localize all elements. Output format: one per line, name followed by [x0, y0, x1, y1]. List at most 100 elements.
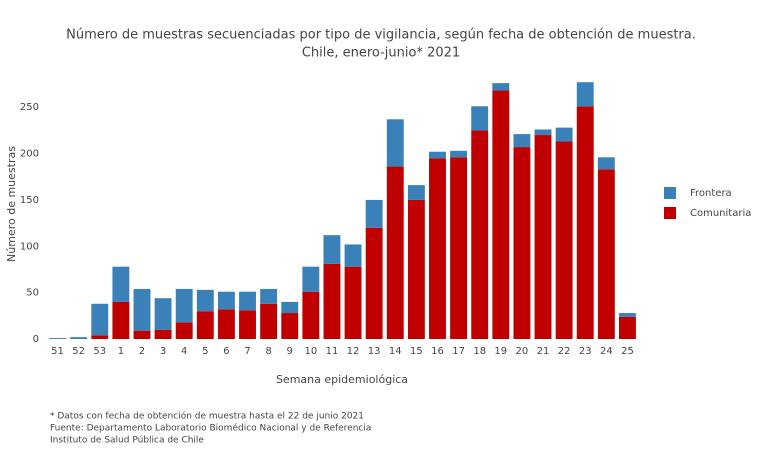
bar-segment — [492, 83, 510, 91]
bar-segment — [576, 106, 594, 339]
x-tick-label: 1 — [118, 346, 124, 357]
x-tick-label: 12 — [347, 346, 360, 357]
bar-segment — [196, 289, 214, 312]
x-tick-label: 21 — [537, 346, 550, 357]
y-tick-label: 100 — [20, 241, 39, 252]
x-tick-label: 51 — [51, 346, 64, 357]
y-tick-label: 0 — [33, 334, 39, 345]
y-tick-label: 250 — [20, 102, 39, 113]
bar-segment — [133, 330, 151, 339]
x-tick-label: 24 — [600, 346, 613, 357]
bar-segment — [217, 291, 235, 310]
bar-segment — [344, 244, 362, 267]
y-axis-title: Número de muestras — [5, 146, 18, 262]
bar-segment — [407, 199, 425, 339]
bar-segment — [302, 291, 320, 339]
bar-segment — [217, 309, 235, 339]
bar-segment — [344, 266, 362, 339]
bar-segment — [154, 329, 172, 339]
footnote: * Datos con fecha de obtención de muestr… — [50, 411, 364, 422]
footnote: Instituto de Salud Pública de Chile — [50, 436, 204, 446]
x-tick-label: 18 — [473, 346, 486, 357]
x-tick-label: 4 — [181, 346, 187, 357]
bar-segment — [576, 82, 594, 107]
bar-segment — [534, 135, 552, 339]
bar-segment — [450, 157, 468, 339]
bar-segment — [112, 301, 130, 339]
x-tick-label: 10 — [304, 346, 317, 357]
legend-swatch — [664, 187, 676, 199]
bar-segment — [154, 298, 172, 330]
x-tick-label: 9 — [287, 346, 293, 357]
x-tick-label: 3 — [160, 346, 166, 357]
legend-swatch — [664, 207, 676, 219]
x-tick-label: 13 — [368, 346, 381, 357]
bar-segment — [429, 158, 446, 339]
bar-segment — [281, 301, 299, 314]
bar-segment — [492, 90, 510, 340]
bar-segment — [555, 127, 573, 142]
bar-segment — [239, 291, 256, 311]
bar-segment — [175, 288, 193, 323]
chart-title: Número de muestras secuenciadas por tipo… — [66, 28, 696, 43]
x-tick-label: 53 — [93, 346, 106, 357]
bar-segment — [365, 199, 383, 228]
x-tick-label: 8 — [265, 346, 271, 357]
bar-segment — [91, 303, 109, 336]
x-tick-label: 6 — [223, 346, 229, 357]
bar-segment — [49, 338, 66, 339]
bar-segment — [429, 151, 446, 159]
bar-segment — [175, 322, 193, 339]
x-tick-label: 22 — [558, 346, 571, 357]
x-tick-label: 23 — [579, 346, 592, 357]
x-tick-label: 15 — [410, 346, 423, 357]
x-tick-label: 2 — [139, 346, 145, 357]
y-tick-label: 200 — [20, 149, 39, 160]
bar-segment — [281, 313, 299, 339]
bar-segment — [112, 266, 130, 302]
bar-segment — [239, 310, 256, 339]
bar-segment — [302, 266, 320, 292]
bar-segment — [260, 303, 278, 339]
x-tick-label: 16 — [431, 346, 444, 357]
bar-segment — [534, 129, 552, 136]
bar-segment — [365, 227, 383, 339]
x-tick-label: 7 — [244, 346, 250, 357]
x-tick-label: 19 — [494, 346, 507, 357]
bar-segment — [196, 311, 214, 339]
bar-segment — [133, 288, 151, 331]
bar-segment — [450, 150, 468, 158]
bar-segment — [619, 316, 636, 339]
bar-segment — [70, 337, 88, 339]
legend-label: Frontera — [690, 188, 732, 199]
bar-segment — [619, 313, 636, 317]
bar-segment — [513, 147, 531, 339]
footnote: Fuente: Departamento Laboratorio Biomédi… — [50, 423, 371, 434]
bar-segment — [323, 235, 341, 264]
y-tick-label: 50 — [26, 288, 39, 299]
bar-segment — [597, 169, 615, 339]
chart-subtitle: Chile, enero-junio* 2021 — [302, 46, 460, 61]
x-tick-label: 5 — [202, 346, 208, 357]
bar-segment — [471, 130, 489, 339]
bar-segment — [323, 263, 341, 339]
bar-segment — [471, 106, 489, 131]
x-tick-label: 52 — [72, 346, 85, 357]
x-tick-label: 11 — [326, 346, 339, 357]
x-tick-label: 25 — [621, 346, 634, 357]
bar-segment — [597, 157, 615, 170]
y-tick-label: 150 — [20, 195, 39, 206]
bar-segment — [91, 335, 109, 339]
legend-label: Comunitaria — [690, 208, 751, 219]
bar-segment — [386, 119, 404, 167]
bar-segment — [260, 288, 278, 304]
bar-segment — [555, 141, 573, 339]
bar-segment — [407, 185, 425, 200]
x-tick-label: 14 — [389, 346, 402, 357]
bar-segment — [386, 166, 404, 339]
x-tick-label: 17 — [452, 346, 465, 357]
x-axis-title: Semana epidemiológica — [276, 373, 408, 386]
bar-segment — [513, 134, 531, 148]
x-tick-label: 20 — [516, 346, 529, 357]
